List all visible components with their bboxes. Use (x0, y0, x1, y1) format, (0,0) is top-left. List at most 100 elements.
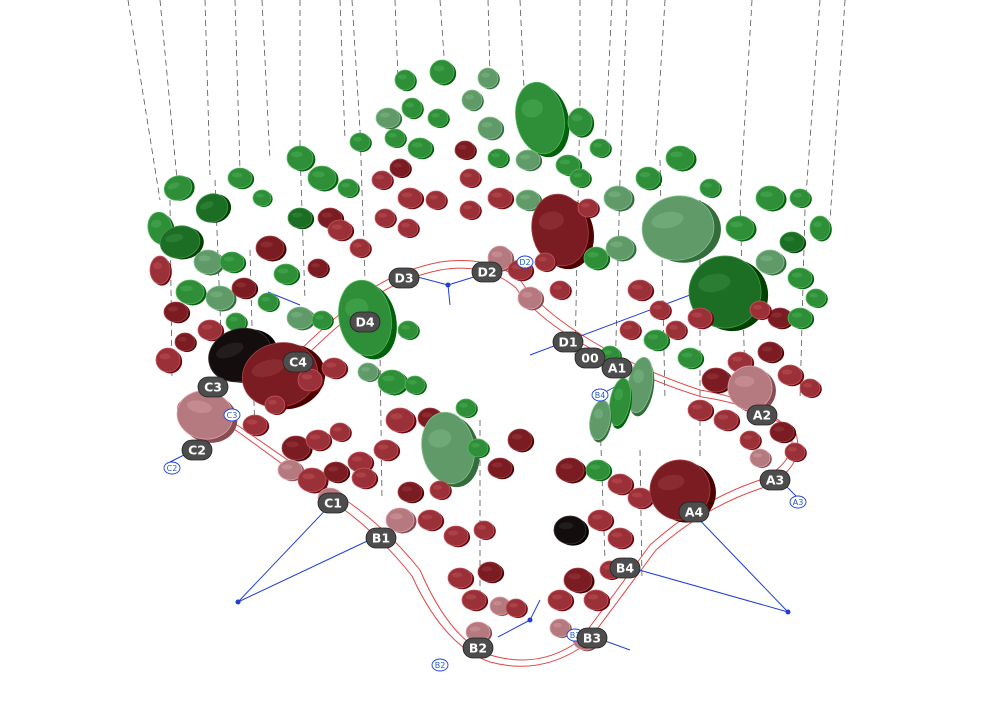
disc-pod (397, 187, 425, 210)
disc-pod (589, 138, 612, 159)
grid-bubble: D2 (516, 255, 534, 269)
disc-pod (374, 208, 397, 229)
disc-pod (577, 198, 600, 219)
disc-pod (727, 365, 776, 413)
hanger-line (439, 0, 446, 71)
disc-pod (477, 561, 505, 584)
disc-pod (665, 320, 688, 341)
node-tag-b2[interactable]: B2 (462, 637, 494, 659)
disc-pod (255, 235, 287, 262)
node-tag-c2[interactable]: C2 (181, 439, 213, 461)
node-tag-label: A3 (766, 473, 784, 488)
disc-pods (147, 59, 832, 652)
node-tag-label: D1 (558, 335, 577, 350)
disc-pod (397, 320, 420, 341)
node-tag-b3[interactable]: B3 (576, 627, 608, 649)
grid-bubble: B2 (431, 658, 449, 672)
disc-pod (569, 168, 592, 189)
hanger-line (639, 449, 643, 581)
grid-node (527, 617, 533, 623)
disc-pod (725, 215, 757, 242)
disc-pod (242, 414, 270, 437)
disc-pod (627, 279, 655, 302)
grid-bubble-label: C2 (167, 464, 178, 473)
disc-pod (373, 439, 401, 462)
node-tag-a1[interactable]: A1 (601, 357, 633, 379)
disc-pod (787, 307, 815, 330)
grid-lines (169, 271, 801, 651)
disc-pod (351, 467, 379, 490)
disc-pod (385, 507, 417, 534)
node-tag-d3[interactable]: D3 (388, 267, 420, 289)
node-tag-d1[interactable]: D1 (552, 331, 584, 353)
disc-pod (371, 170, 394, 191)
disc-pod (417, 509, 445, 532)
disc-pod (749, 300, 772, 321)
node-tag-a4[interactable]: A4 (678, 501, 710, 523)
node-tag-b1[interactable]: B1 (365, 527, 397, 549)
hanger-line (604, 0, 613, 151)
disc-pod (349, 132, 372, 153)
node-tag-a2[interactable]: A2 (746, 404, 778, 426)
disc-pod (517, 286, 545, 311)
disc-pod (305, 429, 333, 452)
hanger-line (261, 0, 271, 161)
disc-pod (589, 399, 612, 443)
node-tag-c4[interactable]: C4 (282, 351, 314, 373)
disc-pod (193, 249, 225, 276)
disc-pod (784, 442, 807, 463)
hanger-line (159, 0, 179, 191)
node-tag-label: B4 (616, 561, 635, 576)
disc-pod (427, 108, 450, 129)
grid-line (497, 619, 531, 638)
disc-pod (553, 515, 589, 546)
disc-pod (626, 356, 655, 417)
disc-pod (769, 421, 797, 444)
hanger-line (351, 0, 361, 131)
node-tag-d4[interactable]: D4 (349, 311, 381, 333)
node-tag-c1[interactable]: C1 (317, 492, 349, 514)
hanger-line (487, 0, 491, 76)
grid-bubble: C3 (223, 408, 241, 422)
disc-pod (264, 395, 287, 416)
disc-pod (357, 362, 380, 383)
grid-bubble: A3 (789, 495, 807, 509)
disc-pod (311, 310, 334, 331)
grid-bubble: B4 (591, 388, 609, 402)
hanger-line (619, 0, 628, 181)
disc-pod (307, 258, 330, 279)
disc-pod (329, 422, 352, 443)
disc-pod (487, 187, 515, 210)
grid-line (529, 599, 541, 621)
grid-node (785, 609, 791, 615)
disc-pod (155, 347, 183, 374)
disc-pod (643, 329, 671, 352)
disc-pod (286, 306, 316, 331)
grid-node (235, 599, 241, 605)
disc-pod (515, 189, 543, 212)
hanger-line (599, 419, 606, 561)
node-tag-a3[interactable]: A3 (759, 469, 791, 491)
node-tag-c3[interactable]: C3 (197, 376, 229, 398)
disc-pod (515, 81, 570, 158)
node-tag-d2[interactable]: D2 (471, 261, 503, 283)
node-tag-b4[interactable]: B4 (609, 557, 641, 579)
disc-pod (755, 249, 787, 276)
disc-pod (605, 235, 637, 262)
disc-pod (687, 307, 715, 330)
disc-pod (467, 438, 490, 459)
disc-pod (805, 288, 828, 309)
disc-pod (425, 190, 448, 211)
node-tag-label: 00 (581, 351, 599, 366)
disc-pod (307, 165, 339, 192)
disc-pod (649, 300, 672, 321)
disc-pod (627, 487, 655, 510)
grid-bubble: C2 (163, 461, 181, 475)
disc-pod (515, 149, 543, 172)
disc-pod (421, 411, 480, 488)
node-tag-00[interactable]: 00 (574, 347, 606, 369)
disc-pod (473, 520, 496, 541)
disc-pod (739, 430, 762, 451)
disc-pod (384, 128, 407, 149)
